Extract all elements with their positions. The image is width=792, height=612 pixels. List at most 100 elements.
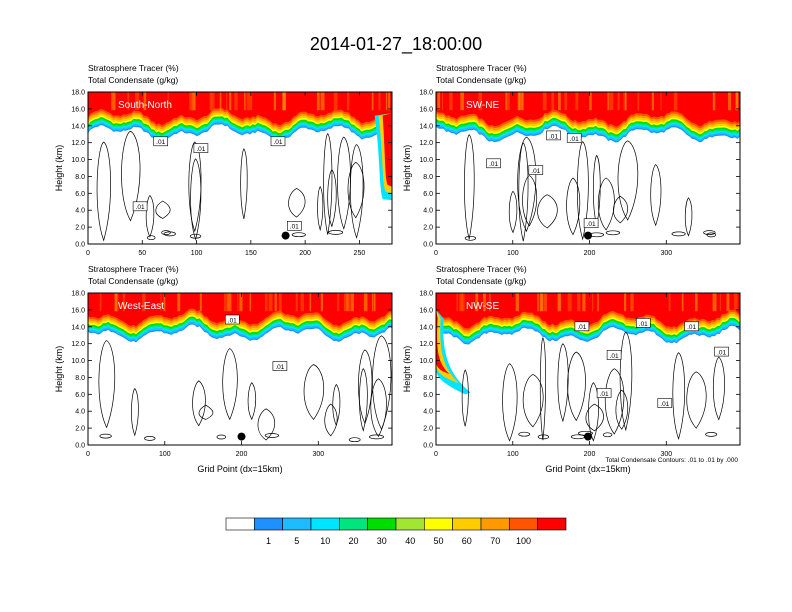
contour-label: .01 [566,133,582,143]
contour-label: .01 [635,318,651,328]
y-axis-label: Height (km) [54,145,64,192]
panel-label: South-North [118,100,172,111]
contour-label: .01 [684,321,699,331]
y-tick-label: 0.0 [423,443,433,450]
y-tick-label: 16.0 [71,106,85,113]
y-axis-label: Height (km) [402,346,412,393]
x-tick-label: 300 [660,451,672,458]
plot-frame [87,91,393,245]
contour-label-text: .01 [577,324,586,331]
contour-label: .01 [286,221,302,231]
y-tick-label: 14.0 [419,123,433,130]
contour-label: .01 [272,361,288,371]
contour-label-text: .01 [687,324,696,331]
panel-0: .01 .01 .01 .01 .01 South-North Stratosphere T… [54,63,393,257]
y-tick-label: 8.0 [75,174,85,181]
y-tick-label: 2.0 [75,426,85,433]
x-tick-label: 250 [354,250,366,257]
y-tick-label: 10.0 [419,157,433,164]
plot-frame [435,91,741,245]
plot-frame [87,292,393,446]
x-tick-label: 100 [507,250,519,257]
panel-3: .01 .01 .01 .01 .01 .01 .01 NW-SE Stratosphere T… [402,264,741,474]
y-tick-label: 12.0 [71,341,85,348]
y-tick-label: 16.0 [419,307,433,314]
location-dot [237,432,246,441]
contour-label: .01 [153,136,168,146]
y-tick-label: 2.0 [75,225,85,232]
y-tick-label: 18.0 [71,90,85,97]
contour-note: Total Condensate Contours: .01 to .01 by… [605,457,738,464]
y-tick-label: 18.0 [419,291,433,298]
y-tick-label: 4.0 [75,409,85,416]
header-condensate: Total Condensate (g/kg) [436,276,526,286]
header-tracer: Stratosphere Tracer (%) [436,63,527,73]
y-tick-label: 6.0 [75,191,85,198]
colorbar-tick-label: 60 [462,536,472,546]
location-dot [281,231,290,240]
figure-title: 2014-01-27_18:00:00 [310,34,482,55]
colorbar-tick-label: 20 [348,536,358,546]
contour-label: .01 [270,136,286,146]
y-tick-label: 10.0 [71,157,85,164]
header-condensate: Total Condensate (g/kg) [436,75,526,85]
y-tick-label: 14.0 [419,324,433,331]
y-tick-label: 18.0 [419,90,433,97]
contour-label-text: .01 [156,139,165,146]
colorbar-swatch [310,517,340,531]
header-condensate: Total Condensate (g/kg) [88,276,178,286]
x-tick-label: 0 [434,250,438,257]
x-tick-label: 0 [86,451,90,458]
y-axis-label: Height (km) [54,346,64,393]
contour-label-text: .01 [600,391,609,398]
x-tick-label: 100 [159,451,171,458]
colorbar-swatch [282,517,312,531]
header-tracer: Stratosphere Tracer (%) [436,264,527,274]
colorbar-tick-label: 100 [516,536,531,546]
colorbar-swatch [254,517,283,531]
contour-label: .01 [528,165,544,175]
x-tick-label: 200 [584,250,596,257]
y-tick-label: 12.0 [419,140,433,147]
contour-label: .01 [657,398,673,408]
y-tick-label: 2.0 [423,426,433,433]
contour-label: .01 [606,350,622,360]
y-tick-label: 4.0 [423,409,433,416]
panel-label: SW-NE [466,100,499,111]
contour-label: .01 [596,388,612,398]
panels-group: .01 .01 .01 .01 .01 South-North Stratosphere T… [54,63,741,474]
panel-2: .01 .01 West-East Stratosphere Tracer (%) To… [54,264,393,474]
colorbar-tick-label: 70 [490,536,500,546]
y-tick-label: 6.0 [423,191,433,198]
y-tick-label: 14.0 [71,123,85,130]
colorbar-tick-label: 40 [405,536,415,546]
colorbar-swatch [537,517,567,531]
location-dot [584,432,592,441]
colorbar-tick-label: 50 [433,536,443,546]
contour-label-text: .01 [717,350,726,357]
header-tracer: Stratosphere Tracer (%) [88,264,179,274]
colorbar-swatch [367,517,397,531]
contour-label: .01 [574,321,590,331]
y-tick-label: 10.0 [419,358,433,365]
colorbar: 1 5 10 20 30 40 50 60 70 100 [225,517,567,546]
contour-label: .01 [132,201,148,211]
y-axis-label: Height (km) [402,145,412,192]
contour-label-text: .01 [228,317,237,324]
contour-label-text: .01 [196,146,205,153]
x-tick-label: 0 [434,451,438,458]
x-tick-label: 300 [312,451,324,458]
contour-label: .01 [225,314,240,324]
colorbar-swatch [452,517,482,531]
panel-label: NW-SE [466,301,499,312]
colorbar-tick-label: 30 [377,536,387,546]
panel-label: West-East [118,301,164,312]
x-tick-label: 200 [584,451,596,458]
contour-label-text: .01 [639,321,648,328]
contour-label-text: .01 [610,353,619,360]
y-tick-label: 6.0 [423,392,433,399]
header-tracer: Stratosphere Tracer (%) [88,63,179,73]
x-tick-label: 200 [236,451,248,458]
y-tick-label: 8.0 [423,174,433,181]
header-condensate: Total Condensate (g/kg) [88,75,178,85]
